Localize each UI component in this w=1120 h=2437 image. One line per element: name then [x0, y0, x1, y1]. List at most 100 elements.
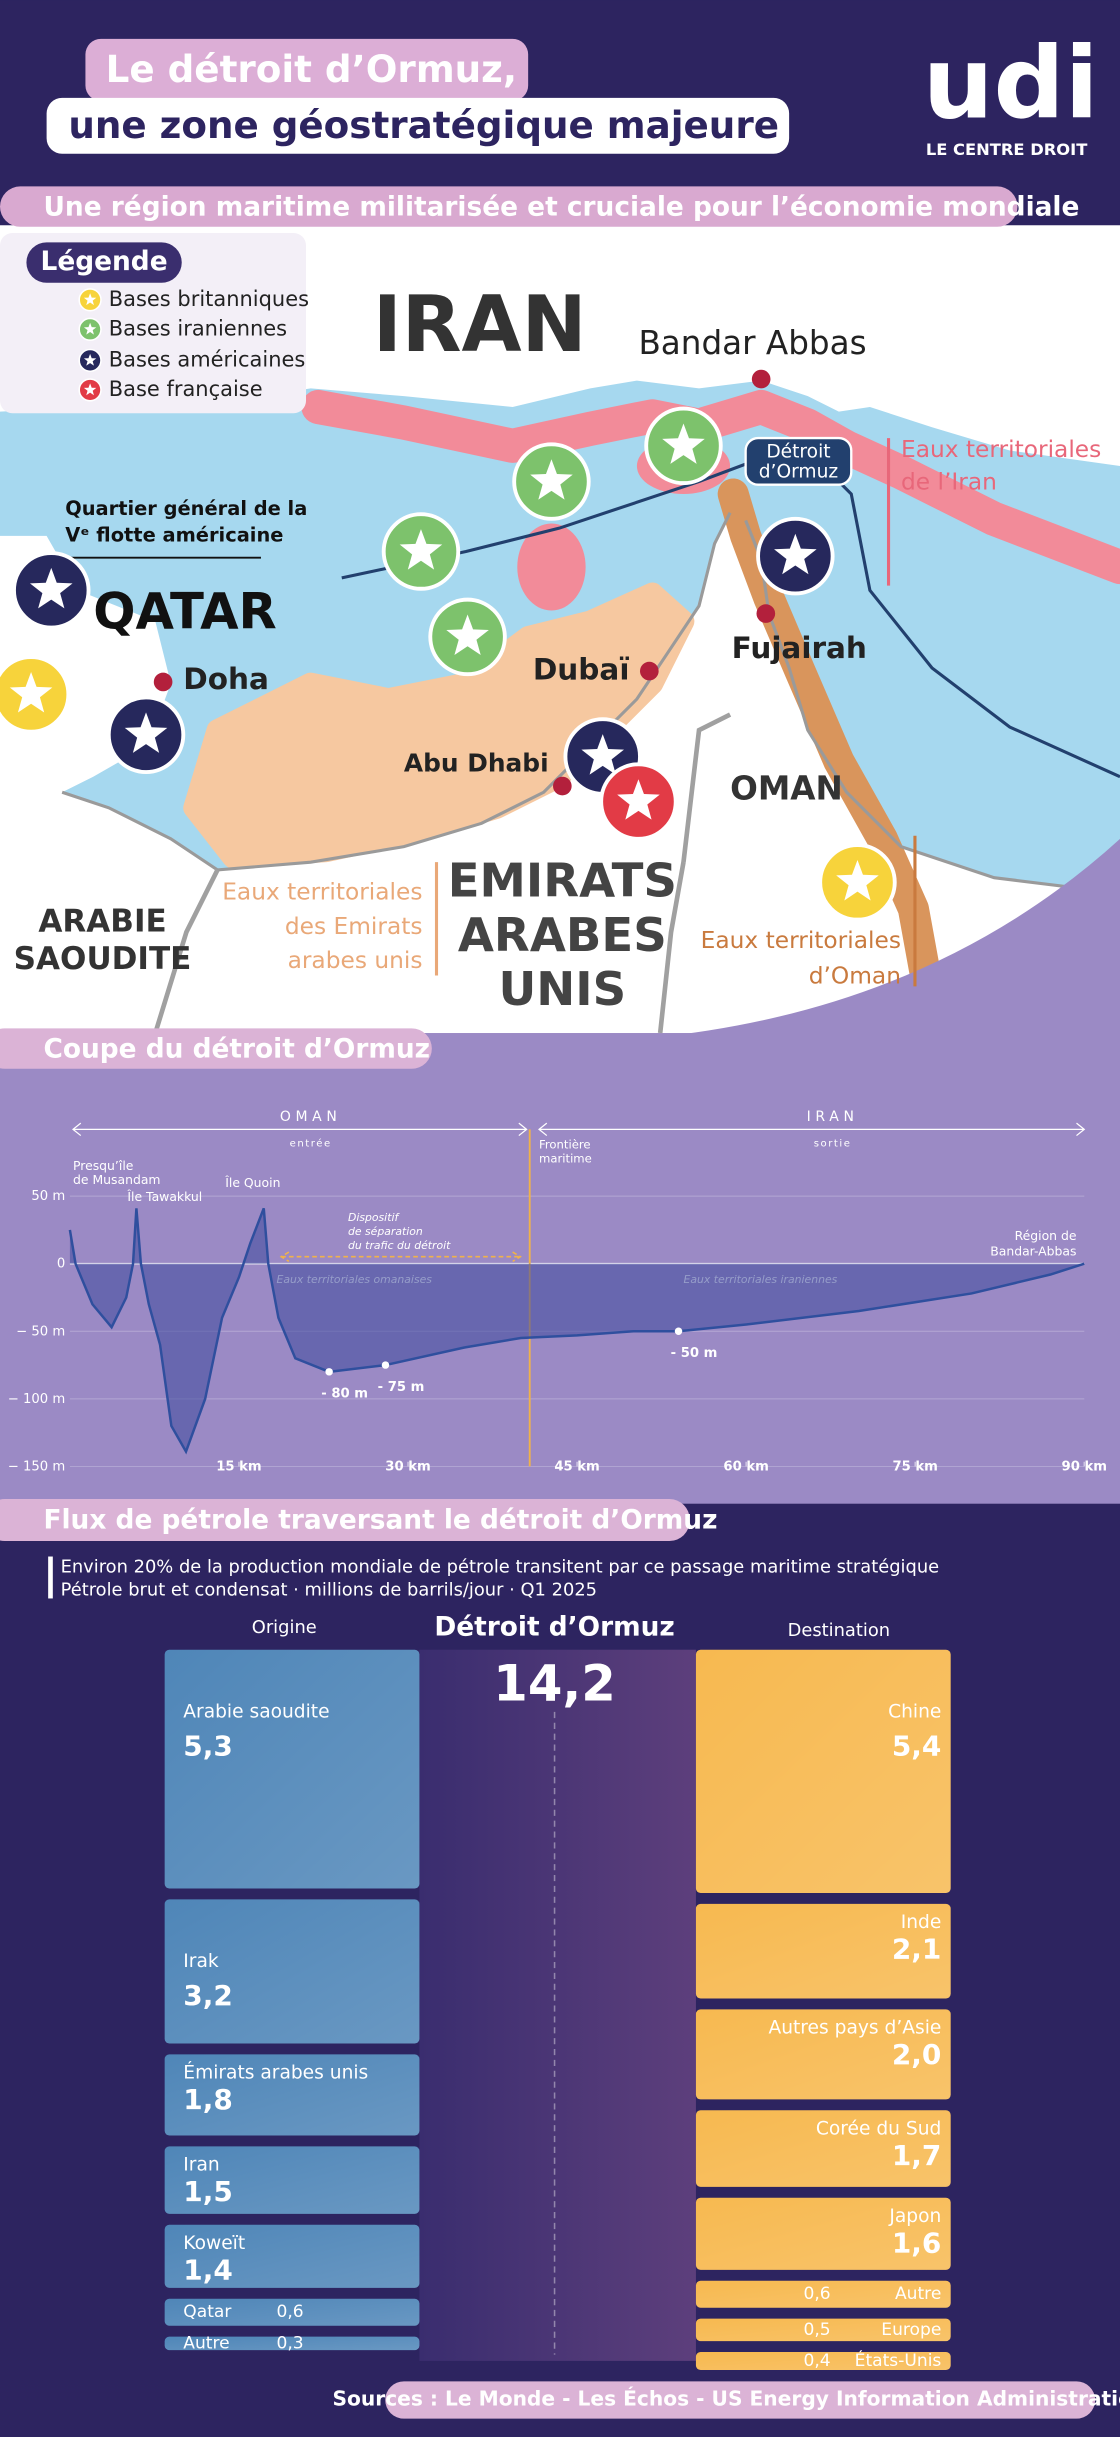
depth-marker: [381, 1361, 390, 1369]
city-dot: [640, 661, 659, 681]
strait-label: d’Ormuz: [759, 462, 838, 483]
legend-label: Bases iraniennes: [109, 316, 287, 340]
block-name: Autres pays d’Asie: [768, 2017, 941, 2038]
block-name: Koweït: [183, 2233, 245, 2254]
block-shade: [695, 2280, 951, 2308]
block-shade: [695, 2009, 951, 2100]
waters-label: Eaux territoriales: [701, 927, 901, 954]
map: [0, 233, 1120, 1038]
annotation: Région de: [1015, 1228, 1077, 1243]
x-tick-label: 90 km: [1062, 1459, 1107, 1474]
block-value: 0,6: [804, 2284, 831, 2304]
section-banner: [0, 1499, 690, 1541]
tss-arrow: [279, 1251, 522, 1263]
block-value: 1,4: [183, 2253, 233, 2286]
depth-label: - 75 m: [378, 1380, 425, 1395]
strait-label: Détroit: [766, 442, 830, 463]
block-name: Inde: [901, 1912, 942, 1933]
island-waters: [478, 666, 547, 717]
country-label: ARABES: [458, 908, 667, 962]
block-value: 2,0: [892, 2038, 942, 2071]
x-tick-label: 75 km: [892, 1459, 937, 1474]
city-label: Bandar Abbas: [638, 324, 866, 362]
subtitle: Pétrole brut et condensat · millions de …: [61, 1580, 597, 1601]
block-name: Autre: [183, 2333, 229, 2353]
country-label: OMAN: [730, 770, 843, 808]
block-value: 0,3: [277, 2333, 304, 2353]
block-name: Qatar: [183, 2302, 232, 2322]
city-dot: [756, 604, 776, 623]
annotation: OMAN: [280, 1109, 342, 1125]
base-icon-star: [617, 779, 660, 820]
block-name: États-Unis: [855, 2349, 942, 2371]
base-icon-star: [29, 567, 73, 609]
city-label: Fujairah: [732, 631, 867, 665]
base-icon-star: [581, 734, 624, 775]
block-shade: [695, 2352, 951, 2371]
x-tick-label: 60 km: [723, 1459, 768, 1474]
x-tick-label: 45 km: [554, 1459, 599, 1474]
title-pill: [46, 97, 790, 154]
annotation: Frontière: [539, 1137, 591, 1151]
waters-label: Eaux territoriales: [901, 436, 1101, 463]
strait-pill: [744, 436, 853, 486]
annotation: de Musandam: [73, 1172, 161, 1187]
strait-band: [419, 1649, 696, 2361]
block-value: 1,7: [892, 2139, 942, 2172]
logo-tagline: LE CENTRE DROIT: [926, 140, 1088, 159]
city-dot: [751, 369, 771, 389]
country-label: UNIS: [498, 962, 626, 1016]
depth-area: [69, 1208, 1085, 1452]
y-tick-label: 0: [57, 1257, 65, 1272]
legend-label: Base française: [109, 377, 263, 401]
annotation: Dispositif: [348, 1211, 401, 1224]
legend-label: Bases britanniques: [109, 287, 309, 311]
map-edge: [652, 838, 1120, 1038]
legend-icon-star: [83, 322, 97, 335]
country-label: QATAR: [93, 583, 277, 641]
block-name: Irak: [183, 1951, 219, 1972]
base-icon-star: [124, 712, 168, 753]
block-value: 0,6: [277, 2302, 304, 2322]
block-name: Corée du Sud: [816, 2118, 941, 2139]
block-name: Autre: [895, 2284, 941, 2304]
block-shade: [695, 2110, 951, 2187]
block-shade: [695, 2197, 951, 2270]
column-header: Origine: [252, 1617, 317, 1638]
oman-waters: [717, 478, 945, 1010]
depth-marker: [674, 1327, 683, 1336]
waters-label: de l’Iran: [901, 469, 997, 496]
block-shade: [164, 2146, 420, 2214]
country-label: ARABIE: [38, 904, 166, 940]
block-shade: [695, 1903, 951, 1999]
y-tick-label: − 50 m: [16, 1324, 65, 1339]
city-label: Abu Dhabi: [404, 748, 549, 777]
depth-marker: [325, 1368, 333, 1376]
block-name: Arabie saoudite: [183, 1701, 329, 1722]
annotation: entrée: [290, 1137, 332, 1149]
logo: udi: [923, 26, 1099, 141]
y-tick-label: − 150 m: [8, 1459, 65, 1474]
base-icon-star: [9, 672, 53, 713]
x-tick-label: 15 km: [216, 1459, 261, 1474]
block-value: 1,8: [183, 2083, 233, 2116]
block-name: Japon: [888, 2206, 941, 2227]
block-shade: [695, 2318, 951, 2342]
annotation: de séparation: [348, 1225, 423, 1238]
title-pill: [85, 38, 529, 101]
total-label: 14,2: [493, 1655, 616, 1713]
arrow: [72, 1122, 1086, 1137]
section-title: Coupe du détroit d’Ormuz: [43, 1034, 430, 1065]
country-label: SAOUDITE: [14, 941, 192, 977]
legend-title-pill: [26, 242, 182, 283]
base-icon-star: [836, 859, 879, 901]
island-waters: [517, 523, 586, 611]
depth-line: [68, 1207, 1085, 1455]
block-value: 3,2: [183, 1979, 233, 2012]
y-tick-label: 50 m: [31, 1189, 65, 1204]
section-banner: [0, 186, 1018, 227]
legend-title: Légende: [41, 246, 168, 277]
waters-label: d’Oman: [809, 963, 901, 990]
annotation: Île Quoin: [224, 1175, 280, 1190]
